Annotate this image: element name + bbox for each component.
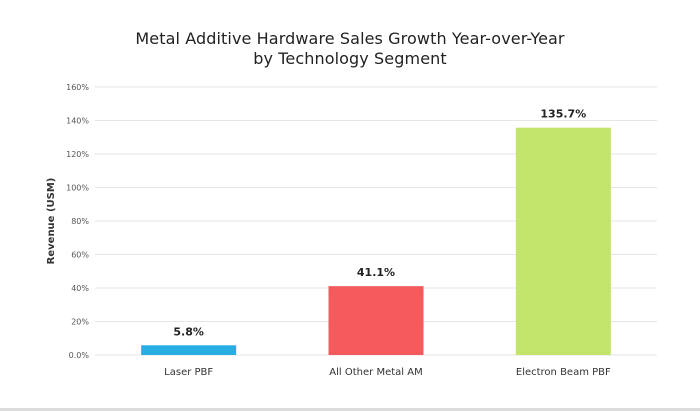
bar-data-label: 41.1% — [357, 266, 395, 279]
y-tick-label: 160% — [66, 83, 89, 92]
x-category-label: Electron Beam PBF — [516, 367, 611, 378]
y-tick-label: 40% — [71, 284, 89, 293]
y-tick-label: 20% — [71, 318, 89, 327]
bar — [515, 127, 611, 355]
bottom-divider — [0, 408, 700, 411]
bar-data-label: 135.7% — [540, 108, 586, 121]
bar — [141, 345, 237, 355]
chart-title-block: Metal Additive Hardware Sales Growth Yea… — [0, 29, 700, 69]
x-category-label: Laser PBF — [164, 367, 213, 378]
y-tick-label: 60% — [71, 251, 89, 260]
y-tick-label: 140% — [66, 117, 89, 126]
bar — [328, 286, 424, 355]
chart-subtitle: by Technology Segment — [253, 49, 447, 68]
bar-data-label: 5.8% — [173, 325, 204, 338]
y-tick-label: 80% — [71, 217, 89, 226]
chart-title: Metal Additive Hardware Sales Growth Yea… — [135, 29, 565, 48]
y-tick-label: 100% — [66, 184, 89, 193]
x-category-label: All Other Metal AM — [329, 367, 422, 378]
y-tick-label: 0.0% — [69, 351, 90, 360]
y-tick-label: 120% — [66, 150, 89, 159]
y-axis-label: Revenue (USM) — [46, 178, 57, 265]
